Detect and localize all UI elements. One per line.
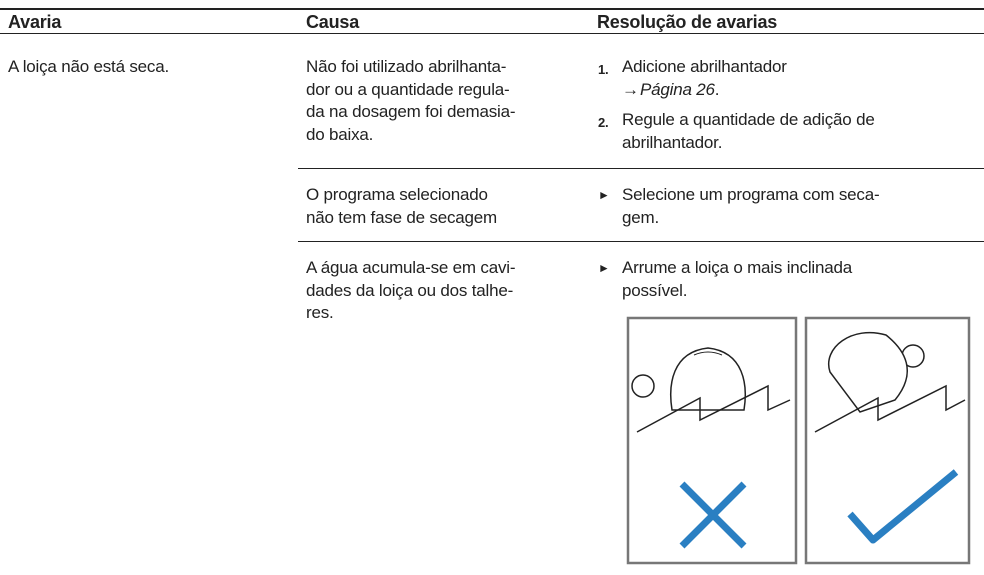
row-rule bbox=[298, 241, 984, 242]
cause-line: da na dosagem foi demasia- bbox=[306, 102, 516, 121]
cause-line: A água acumula-se em cavi- bbox=[306, 258, 516, 277]
step-line: gem. bbox=[622, 207, 659, 227]
cause-line: não tem fase de secagem bbox=[306, 207, 498, 227]
cause-line: dor ou a quantidade regula- bbox=[306, 79, 510, 99]
step-line: Regule a quantidade de adição de bbox=[622, 110, 875, 129]
arrow: → bbox=[622, 79, 639, 99]
step-line: Arrume a loiça o mais inclinada bbox=[622, 258, 853, 277]
step-marker: ► bbox=[598, 261, 610, 275]
step-marker: ► bbox=[598, 188, 610, 202]
cause-line: Não foi utilizado abrilhanta- bbox=[306, 57, 507, 76]
header: Causa bbox=[306, 12, 360, 32]
cause-line: dades da loiça ou dos talhe- bbox=[306, 280, 514, 300]
header: Avaria bbox=[8, 12, 62, 32]
step-line: possível. bbox=[622, 280, 688, 300]
step-line: Selecione um programa com seca- bbox=[622, 185, 880, 204]
step-marker: 1. bbox=[598, 62, 609, 77]
header: Resolução de avarias bbox=[597, 12, 778, 32]
row-rule bbox=[298, 168, 984, 169]
header-rule bbox=[0, 33, 984, 34]
step-marker: 2. bbox=[598, 115, 609, 130]
fault: A loiça não está seca. bbox=[8, 57, 169, 76]
link-after: . bbox=[714, 79, 720, 99]
step-line: Adicione abrilhantador bbox=[622, 57, 787, 76]
top-rule bbox=[0, 8, 984, 10]
cause-line: do baixa. bbox=[306, 124, 374, 144]
cause-line: O programa selecionado bbox=[306, 185, 488, 204]
step-line: abrilhantador. bbox=[622, 132, 723, 152]
cause-line: res. bbox=[306, 303, 334, 322]
page-link: Página 26 bbox=[640, 79, 715, 99]
